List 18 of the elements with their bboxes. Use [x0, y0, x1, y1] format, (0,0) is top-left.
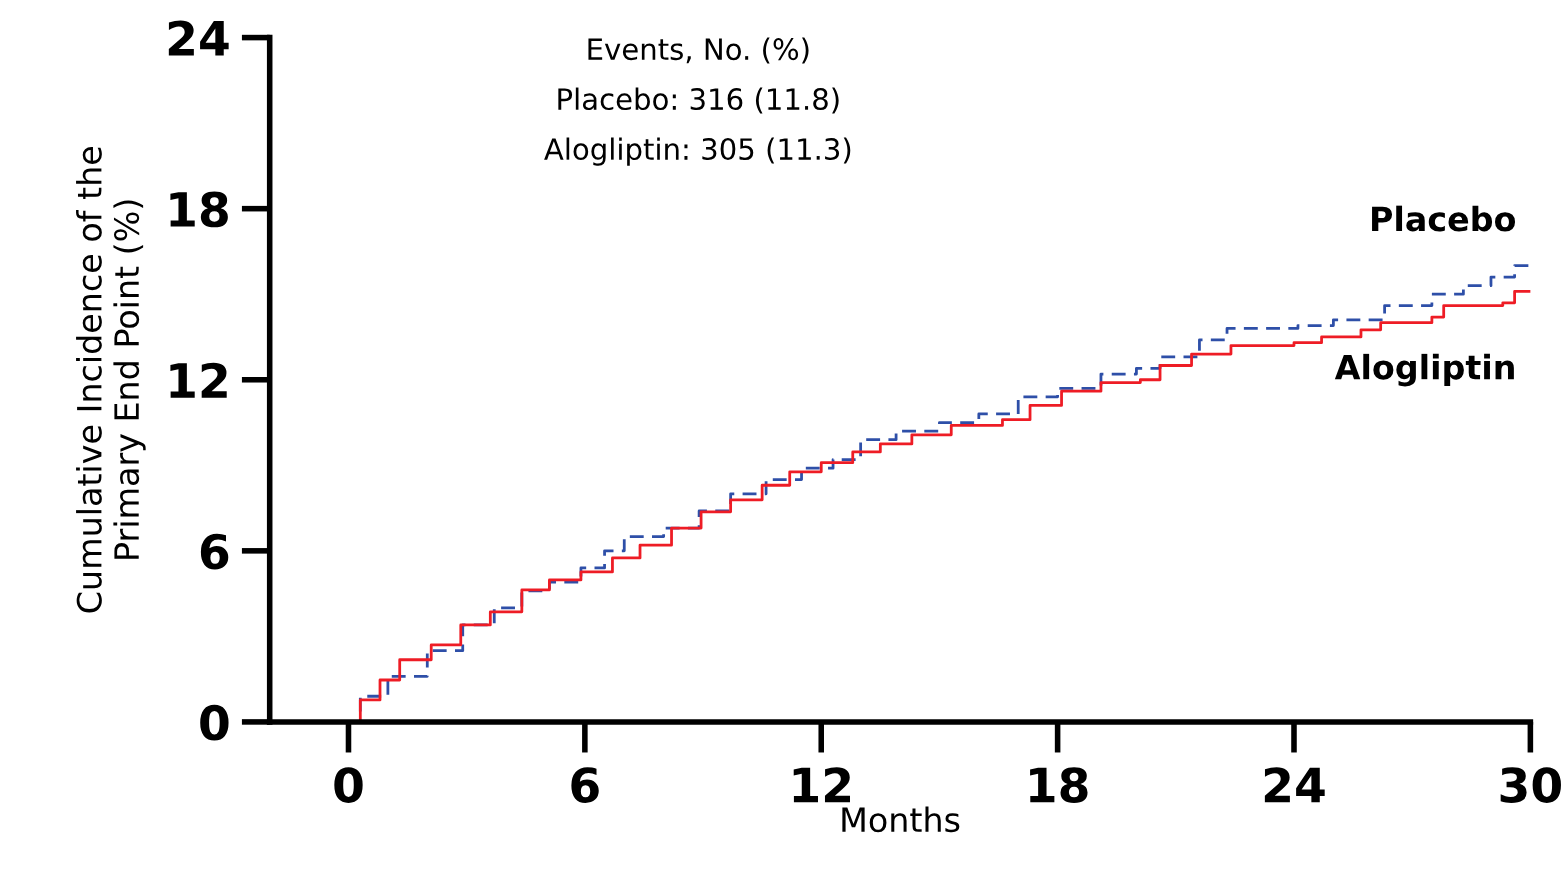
y-tick-label: 24 [168, 20, 229, 56]
series-label: Alogliptin [1334, 353, 1514, 387]
series-label: Placebo [1372, 205, 1516, 232]
y-tick-label: 12 [170, 362, 227, 398]
y-tick-label: 6 [200, 533, 229, 570]
x-axis-title: Months [842, 806, 960, 833]
y-axis-title: Cumulative Incidence of the Primary End Point (%) [76, 147, 146, 613]
x-tick-label: 30 [1500, 767, 1561, 803]
x-tick-label: 12 [793, 767, 850, 803]
y-tick-label: 0 [200, 704, 229, 741]
annotation: Events, No. (%) [588, 37, 809, 64]
x-tick-label: 6 [571, 767, 599, 803]
y-tick-label: 18 [170, 191, 228, 228]
annotation: Alogliptin: 305 (11.3) [544, 137, 851, 166]
x-tick-label: 18 [1030, 767, 1088, 803]
x-tick-label: 24 [1264, 767, 1325, 803]
x-tick-label: 0 [334, 767, 363, 803]
annotation: Placebo: 316 (11.8) [558, 87, 839, 114]
